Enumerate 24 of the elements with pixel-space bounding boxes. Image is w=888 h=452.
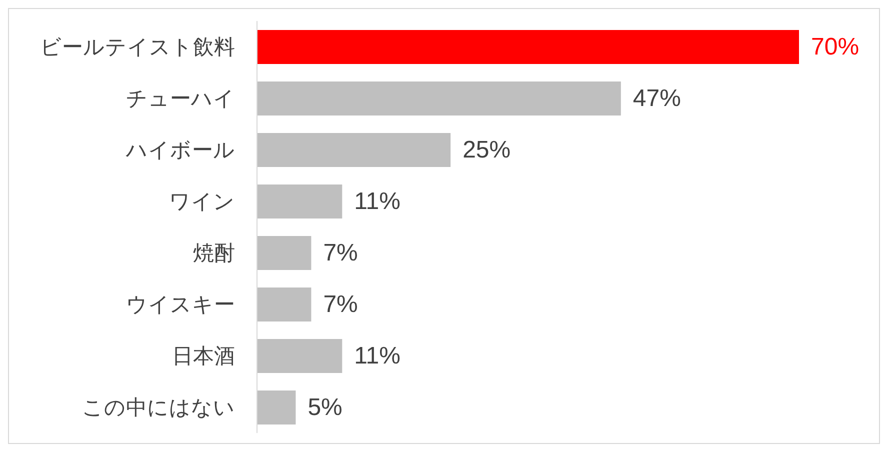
data-label: 5% bbox=[308, 394, 342, 421]
y-tick-label: ワイン bbox=[169, 190, 235, 214]
y-tick-label: ビールテイスト飲料 bbox=[40, 36, 235, 60]
y-tick-label: 焼酎 bbox=[193, 242, 235, 266]
y-tick-label: ウイスキー bbox=[126, 294, 235, 317]
bar bbox=[257, 390, 296, 424]
bar bbox=[257, 133, 451, 167]
bar bbox=[257, 30, 799, 64]
y-tick-label: この中にはない bbox=[82, 396, 235, 420]
data-label: 7% bbox=[323, 240, 358, 266]
data-label: 7% bbox=[323, 291, 358, 318]
data-label: 11% bbox=[354, 188, 400, 215]
data-label: 25% bbox=[462, 136, 511, 164]
bar bbox=[257, 184, 342, 218]
bar bbox=[257, 236, 312, 270]
y-tick-label: 日本酒 bbox=[172, 345, 235, 368]
y-tick-label: ハイボール bbox=[125, 139, 235, 162]
data-label: 47% bbox=[632, 85, 681, 112]
data-label: 70% bbox=[811, 34, 860, 60]
y-tick-label: チューハイ bbox=[126, 88, 235, 111]
bar bbox=[257, 82, 621, 116]
bar bbox=[257, 288, 312, 322]
data-label: 11% bbox=[354, 342, 400, 370]
bar bbox=[257, 339, 342, 373]
